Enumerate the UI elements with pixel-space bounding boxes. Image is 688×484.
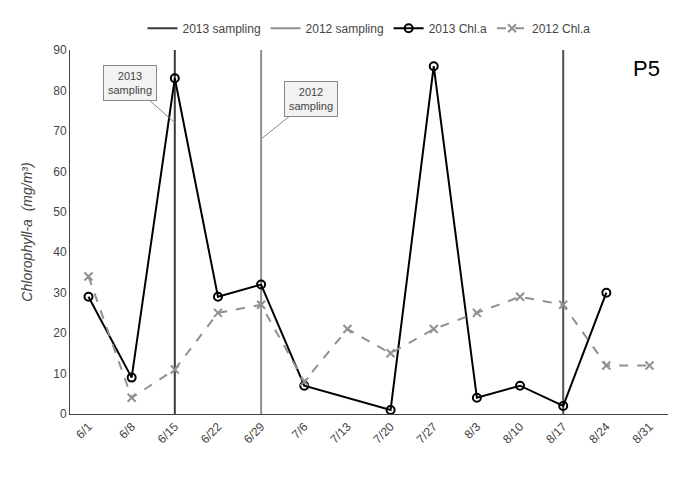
svg-text:6/15: 6/15 (155, 420, 182, 447)
svg-text:70: 70 (53, 124, 67, 138)
svg-text:2013sampling: 2013sampling (108, 70, 152, 96)
svg-text:7/20: 7/20 (371, 420, 398, 447)
svg-text:8/31: 8/31 (629, 420, 656, 447)
svg-text:8/3: 8/3 (462, 420, 484, 442)
svg-text:6/29: 6/29 (241, 420, 268, 447)
svg-text:2013 Chl.a: 2013 Chl.a (429, 22, 487, 36)
svg-text:80: 80 (53, 84, 67, 98)
svg-text:7/6: 7/6 (289, 420, 311, 442)
svg-text:6/8: 6/8 (116, 420, 138, 442)
svg-text:8/17: 8/17 (543, 420, 570, 447)
svg-text:8/10: 8/10 (500, 420, 527, 447)
svg-text:60: 60 (53, 165, 67, 179)
svg-text:6/22: 6/22 (198, 420, 225, 447)
svg-text:50: 50 (53, 205, 67, 219)
svg-text:7/13: 7/13 (327, 420, 354, 447)
svg-text:2012 sampling: 2012 sampling (306, 22, 384, 36)
svg-text:90: 90 (53, 43, 67, 57)
svg-text:10: 10 (53, 367, 67, 381)
svg-text:2012 Chl.a: 2012 Chl.a (532, 22, 590, 36)
svg-text:40: 40 (53, 245, 67, 259)
svg-text:6/1: 6/1 (73, 420, 95, 442)
svg-text:7/27: 7/27 (414, 420, 441, 447)
svg-text:20: 20 (53, 326, 67, 340)
svg-text:30: 30 (53, 286, 67, 300)
svg-text:0: 0 (60, 407, 67, 421)
svg-text:8/24: 8/24 (586, 420, 613, 447)
svg-text:Chlorophyll-a (mg/m³): Chlorophyll-a (mg/m³) (19, 162, 35, 301)
svg-text:2012sampling: 2012sampling (289, 86, 333, 112)
svg-text:P5: P5 (633, 56, 660, 81)
svg-text:2013 sampling: 2013 sampling (183, 22, 261, 36)
